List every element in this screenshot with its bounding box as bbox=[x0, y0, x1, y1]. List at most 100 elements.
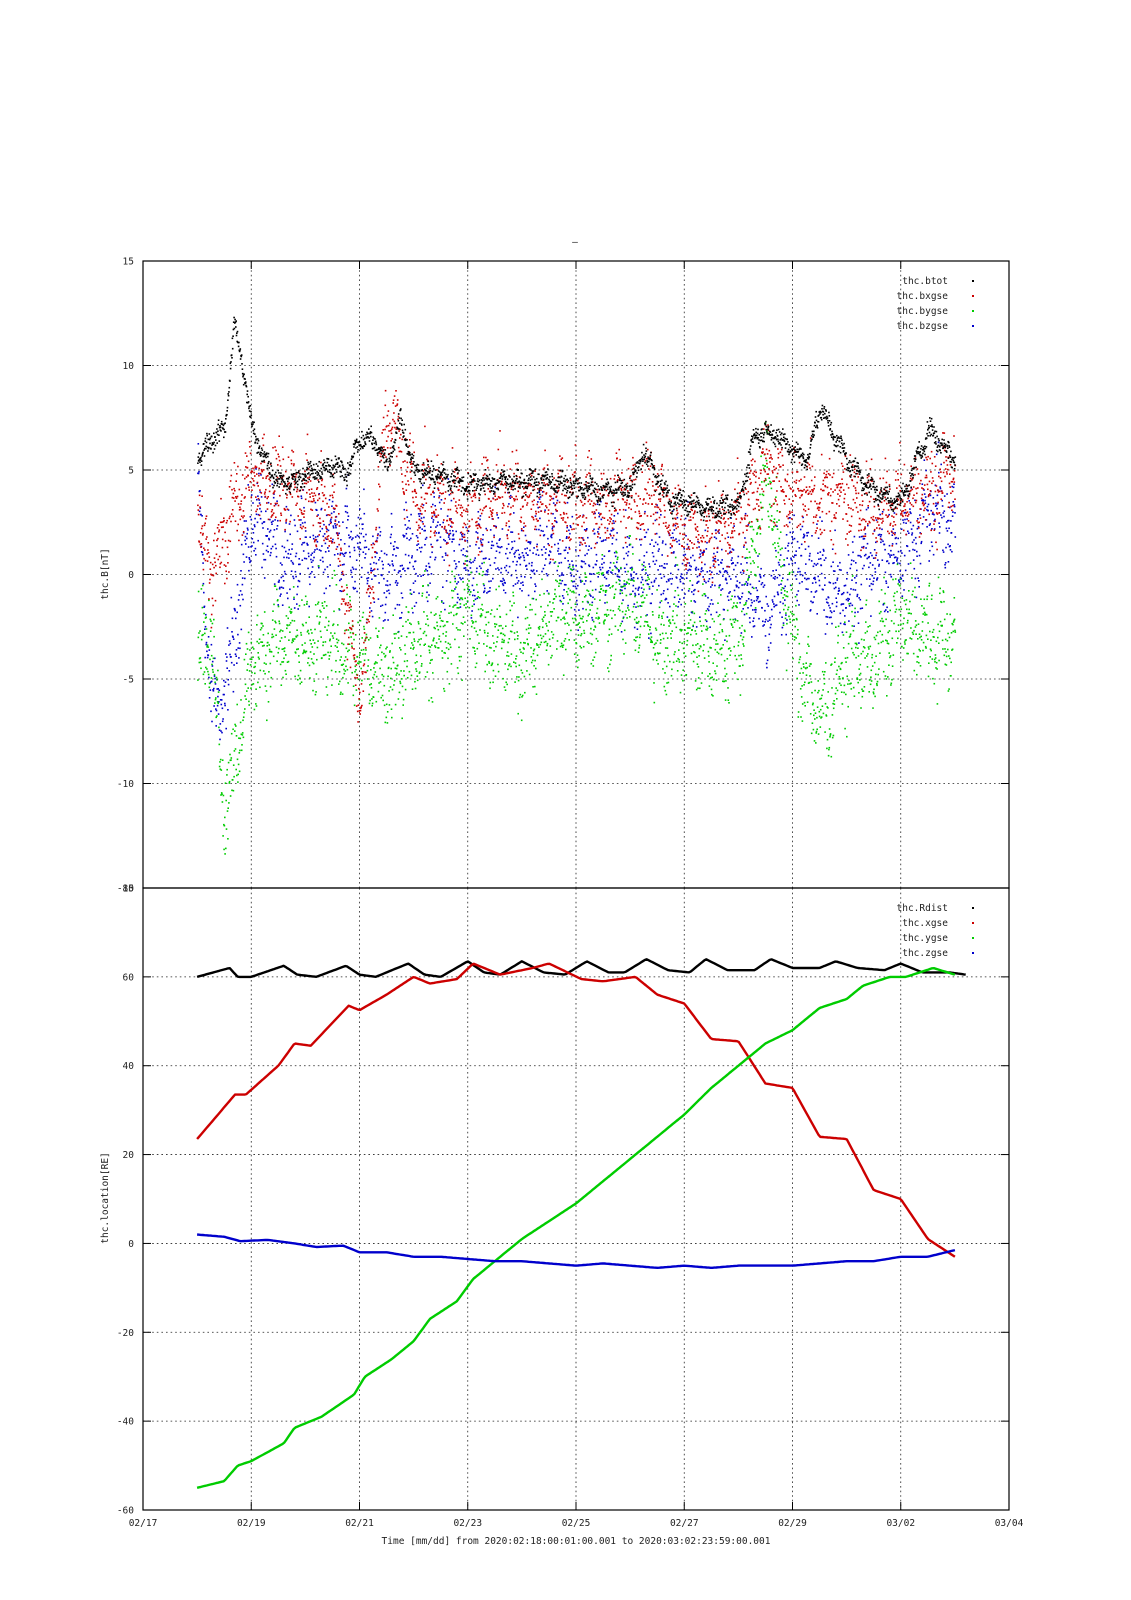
p1-point-bz bbox=[407, 526, 409, 529]
p1-point-by bbox=[366, 678, 369, 680]
p1-point-by bbox=[456, 607, 459, 609]
p1-point-by bbox=[331, 635, 334, 637]
p1-point-bz bbox=[799, 570, 801, 573]
p1-point-bz bbox=[812, 565, 815, 568]
p1-point-bz bbox=[520, 529, 523, 532]
p1-point-bz bbox=[662, 540, 664, 542]
p1-point-by bbox=[715, 679, 718, 681]
p1-point-bx bbox=[338, 525, 341, 527]
p1-point-bz bbox=[214, 683, 217, 685]
p1-point-by bbox=[915, 624, 918, 626]
p1-point-bz bbox=[472, 577, 475, 580]
p1-point-by bbox=[555, 619, 558, 622]
p1-point-by bbox=[710, 688, 713, 691]
p1-point-bz bbox=[688, 568, 691, 571]
p1-point-by bbox=[932, 677, 934, 680]
p1-point-bz bbox=[347, 519, 349, 521]
p1-point-by bbox=[513, 632, 516, 634]
p1-point-bz bbox=[392, 554, 394, 556]
p1-point-by bbox=[685, 632, 688, 635]
p1-point-by bbox=[493, 642, 495, 644]
p1-point-bx bbox=[259, 489, 261, 491]
p1-point-bz bbox=[238, 642, 241, 644]
p1-point-bz bbox=[481, 545, 484, 547]
p1-point-bz bbox=[205, 613, 207, 616]
p1-point-bz bbox=[561, 580, 564, 582]
p1-point-bx bbox=[325, 525, 327, 528]
p1-point-by bbox=[459, 597, 462, 599]
p1-point-by bbox=[645, 621, 648, 623]
p1-point-by bbox=[303, 604, 306, 606]
p1-point-bz bbox=[447, 570, 449, 572]
p1-point-bx bbox=[378, 452, 381, 455]
p1-point-bz bbox=[241, 583, 244, 586]
p1-point-by bbox=[527, 642, 529, 645]
p1-point-by bbox=[868, 679, 871, 681]
p1-point-bz bbox=[488, 590, 491, 592]
p1-point-by bbox=[629, 616, 631, 618]
p1-point-by bbox=[562, 644, 565, 646]
p1-point-by bbox=[921, 621, 924, 623]
p1-point-bz bbox=[886, 560, 889, 562]
p1-point-by bbox=[748, 551, 751, 553]
p1-point-bz bbox=[632, 577, 635, 579]
p1-point-bz bbox=[277, 519, 279, 522]
p1-point-bx bbox=[278, 459, 281, 462]
p1-point-bz bbox=[842, 603, 845, 605]
p1-point-bx bbox=[244, 452, 247, 454]
p1-point-by bbox=[317, 601, 320, 603]
p1-point-by bbox=[342, 643, 345, 646]
p1-point-bz bbox=[255, 513, 258, 516]
p1-point-by bbox=[220, 792, 223, 794]
p1-point-by bbox=[291, 639, 294, 641]
p1-point-by bbox=[752, 560, 754, 562]
p1-point-by bbox=[347, 682, 349, 684]
p1-point-bx bbox=[364, 671, 366, 673]
p1-point-bz bbox=[888, 513, 890, 516]
p1-point-by bbox=[935, 667, 937, 669]
p1-point-bz bbox=[610, 530, 613, 532]
p1-point-bz bbox=[554, 517, 556, 519]
p1-point-bz bbox=[642, 564, 645, 567]
p1-point-by bbox=[953, 597, 956, 599]
p1-point-by bbox=[853, 653, 855, 656]
p1-point-bz bbox=[421, 546, 423, 549]
p1-point-by bbox=[445, 631, 448, 633]
p1-point-by bbox=[485, 623, 487, 626]
p1-point-bz bbox=[684, 593, 686, 595]
p1-point-bx bbox=[319, 525, 321, 528]
p1-point-by bbox=[549, 611, 552, 613]
p1-point-bz bbox=[840, 569, 842, 571]
p1-point-bz bbox=[261, 542, 264, 545]
p1-point-bz bbox=[758, 580, 761, 582]
p1-point-by bbox=[736, 620, 739, 622]
p1-point-bz bbox=[406, 537, 408, 540]
p1-point-by bbox=[201, 634, 203, 637]
p1-point-bz bbox=[395, 546, 398, 549]
p1-point-bz bbox=[279, 586, 281, 589]
p1-point-by bbox=[788, 573, 791, 575]
p1-point-by bbox=[473, 647, 475, 649]
p1-point-by bbox=[640, 616, 642, 618]
p1-point-by bbox=[375, 627, 377, 630]
p1-point-by bbox=[888, 630, 891, 632]
p1-point-bz bbox=[370, 610, 373, 612]
p1-point-bz bbox=[601, 563, 603, 565]
p1-point-by bbox=[945, 651, 947, 653]
p1-point-by bbox=[580, 633, 583, 635]
p1-point-bx bbox=[240, 515, 243, 517]
p1-point-by bbox=[265, 654, 267, 657]
p1-point-by bbox=[680, 674, 683, 676]
p1-point-bz bbox=[769, 616, 771, 619]
p1-point-by bbox=[323, 601, 326, 603]
p1-point-by bbox=[251, 646, 254, 649]
p1-point-bz bbox=[266, 545, 269, 547]
p1-point-by bbox=[913, 629, 915, 632]
p1-point-bz bbox=[237, 647, 239, 649]
p1-point-by bbox=[277, 651, 279, 654]
p1-point-bz bbox=[652, 560, 655, 563]
p1-point-bz bbox=[647, 574, 649, 576]
p1-point-bz bbox=[758, 617, 760, 620]
p1-point-by bbox=[453, 604, 455, 607]
p1-point-bz bbox=[359, 548, 362, 551]
